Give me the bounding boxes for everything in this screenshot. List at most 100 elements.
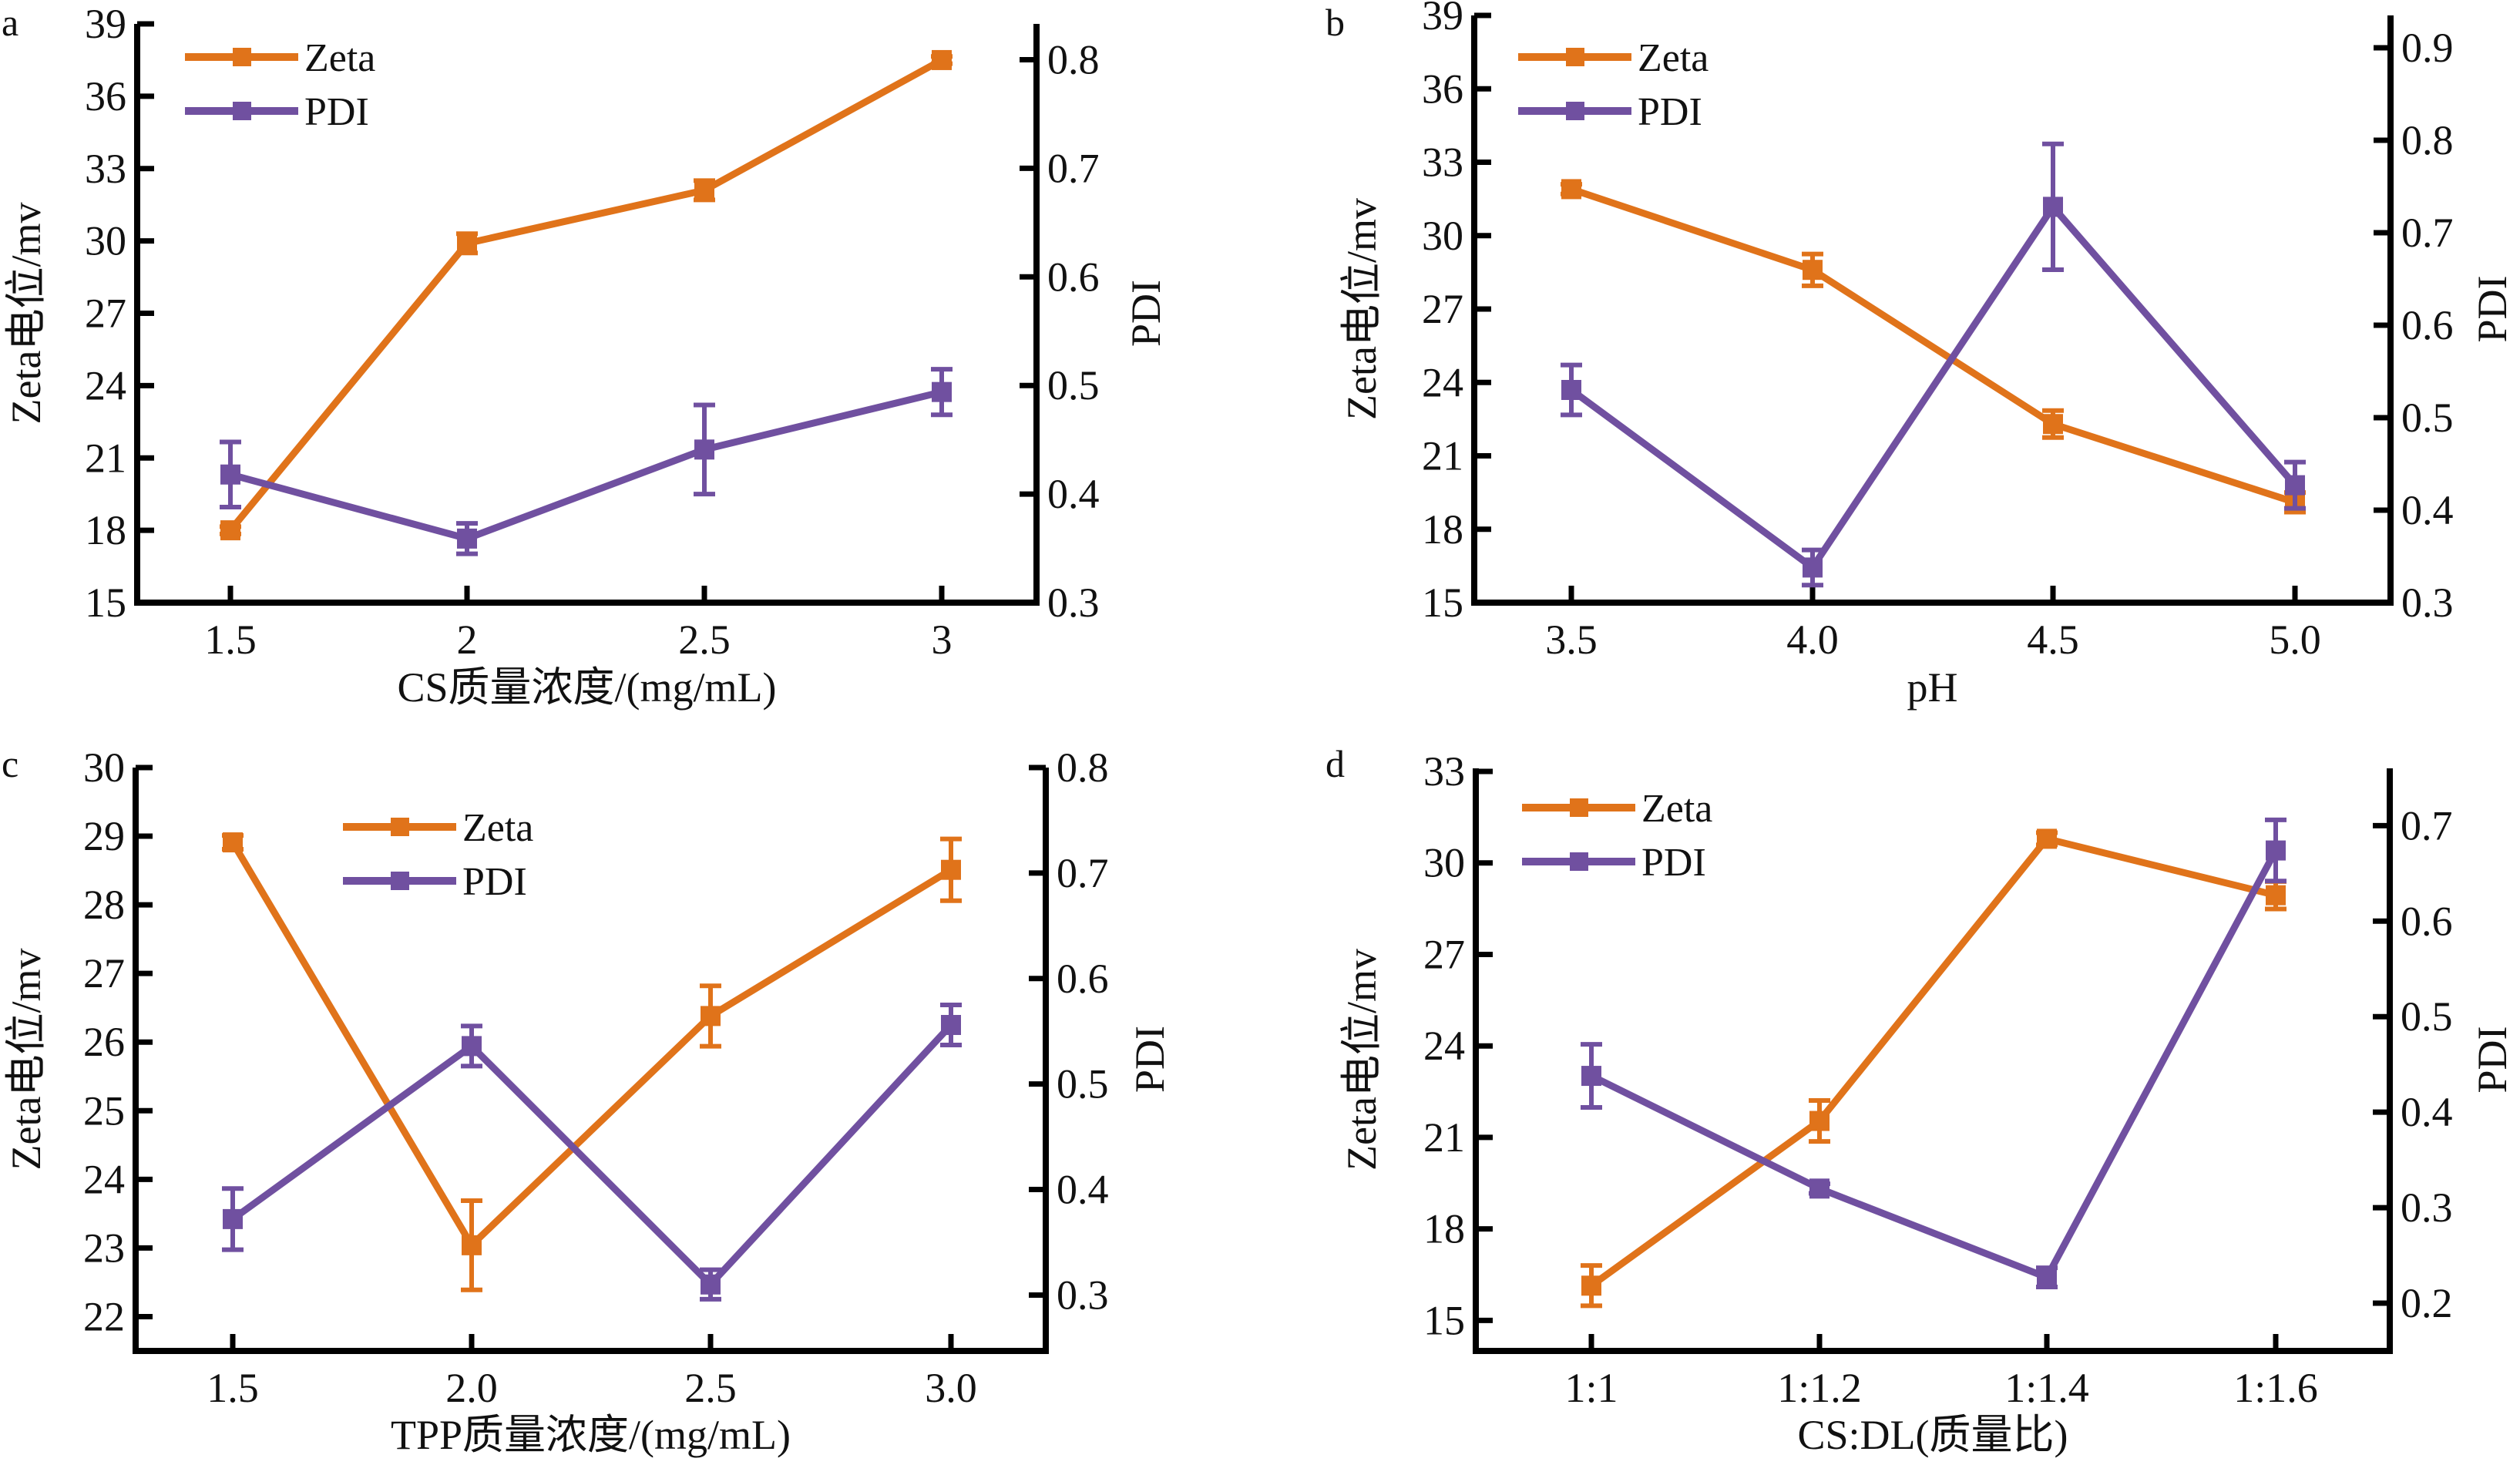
y-tick-label: 18 [1423,1206,1465,1252]
y-axis-title: Zeta电位/mv [3,203,49,425]
x-axis-title: TPP质量浓度/(mg/mL) [391,1412,791,1458]
y2-tick-label: 0.9 [2401,25,2454,71]
data-point-marker [1803,260,1823,281]
y-tick-label: 36 [85,73,126,119]
legend-label-pdi: PDI [1638,90,1702,134]
x-axis-title: CS:DL(质量比) [1798,1412,2068,1458]
data-point-marker [932,381,952,402]
series-zeta [1581,828,2286,1309]
y2-axis-title: PDI [1123,280,1169,347]
legend-label-pdi: PDI [462,860,527,904]
y-tick-label: 15 [1423,1297,1465,1343]
series-line [1569,200,2298,573]
panel-letter: a [2,1,18,44]
y-tick-label: 21 [85,435,126,481]
axis-frame [1473,768,2393,1354]
legend-label-zeta: Zeta [1641,787,1712,831]
legend-marker-pdi [391,872,409,890]
data-point-marker [941,1015,961,1036]
data-point-marker [1561,380,1581,400]
y-tick-label: 15 [1422,580,1463,626]
chart-panel-b: 15 18 21 24 27 30 33 36 39 0.3 0.4 0.5 0.6 0.7 0.8 0.9 3… [1326,0,2515,711]
y2-tick-label: 0.7 [2401,802,2453,848]
y-tick-label: 33 [1422,139,1463,186]
legend: Zeta PDI [343,806,533,904]
panel-letter: b [1326,1,1345,44]
chart-panel-a: 15 18 21 24 27 30 33 36 39 0.3 0.4 0.5 0.6 0.7 0.8 1.5 2… [2,1,1169,711]
y-tick-label: 15 [85,580,126,626]
data-point-marker [223,832,243,853]
chart-panel-d: 15 18 21 24 27 30 33 0.2 0.3 0.4 0.5 0.6 0.7 1:1 1:1.2… [1326,742,2515,1458]
data-point-marker [462,1036,482,1057]
data-point-marker [701,1006,721,1027]
y2-tick-label: 0.7 [1047,145,1100,191]
legend-label-zeta: Zeta [462,806,533,850]
y2-tick-label: 0.5 [1057,1061,1109,1107]
y2-tick-label: 0.2 [2401,1280,2453,1326]
series-zeta [1561,179,2306,515]
x-tick-label: 1:1.2 [1777,1365,1862,1411]
y-tick-label: 27 [83,950,125,996]
data-point-marker [457,233,477,254]
series-line [227,56,944,533]
series-pdi [1581,817,2286,1289]
y-tick-label: 28 [83,882,125,928]
y2-tick-label: 0.4 [2401,487,2454,533]
x-tick-label: 2 [457,617,478,663]
y-axis-title: Zeta电位/mv [3,949,49,1171]
panel-letter: d [1326,742,1345,785]
y2-tick-label: 0.5 [1047,362,1100,408]
y-tick-label: 27 [85,291,126,337]
y2-tick-label: 0.4 [1047,471,1100,517]
legend-marker-zeta [1570,798,1588,817]
y2-tick-label: 0.4 [2401,1089,2453,1135]
x-tick-label: 1.5 [207,1365,259,1411]
y-axis-title: Zeta电位/mv [1339,198,1385,420]
y-tick-label: 29 [83,813,125,859]
x-tick-label: 2.5 [678,617,731,663]
y-tick-label: 26 [83,1019,125,1065]
y2-axis-title: PDI [1127,1026,1173,1093]
x-tick-label: 1:1 [1564,1365,1618,1411]
data-point-marker [1809,1111,1830,1131]
legend: Zeta PDI [1522,787,1712,885]
data-point-marker [2043,414,2063,435]
chart-panel-c: 22 23 24 25 26 27 28 29 30 0.3 0.4 0.5 0.6 0.7 0.8 1.5 2… [2,742,1173,1458]
legend-marker-zeta [391,818,409,836]
y-tick-label: 27 [1422,286,1463,332]
data-point-marker [1561,179,1581,200]
x-tick-label: 3.0 [925,1365,977,1411]
series-line [230,840,953,1252]
y2-axis-title: PDI [2469,275,2515,342]
y2-tick-label: 0.3 [2401,1184,2453,1231]
y2-axis-title: PDI [2469,1026,2515,1093]
y-tick-label: 33 [85,146,126,192]
series-line [229,388,943,543]
y-tick-label: 30 [83,744,125,791]
data-point-marker [1803,557,1823,578]
data-point-marker [220,464,240,485]
data-point-marker [694,439,714,460]
x-tick-label: 2.0 [445,1365,498,1411]
data-point-marker [2037,1267,2057,1288]
y-tick-label: 25 [83,1087,125,1134]
data-point-marker [2285,475,2305,496]
data-point-marker [1809,1178,1830,1199]
data-point-marker [1581,1275,1601,1296]
x-tick-label: 5.0 [2269,617,2321,663]
legend-label-pdi: PDI [304,90,369,134]
y2-tick-label: 0.4 [1057,1167,1109,1213]
x-axis-title: pH [1907,664,1958,711]
legend-marker-zeta [233,48,251,66]
series-line [230,1022,954,1290]
y2-tick-label: 0.8 [1047,36,1100,82]
x-tick-label: 3 [932,617,953,663]
y2-tick-label: 0.6 [1047,254,1100,300]
data-point-marker [932,49,952,70]
data-point-marker [2266,840,2286,861]
data-point-marker [220,520,240,541]
y2-tick-label: 0.3 [2401,580,2454,626]
y2-tick-label: 0.7 [1057,850,1109,896]
y-tick-label: 30 [1423,840,1465,886]
y2-tick-label: 0.7 [2401,210,2454,256]
